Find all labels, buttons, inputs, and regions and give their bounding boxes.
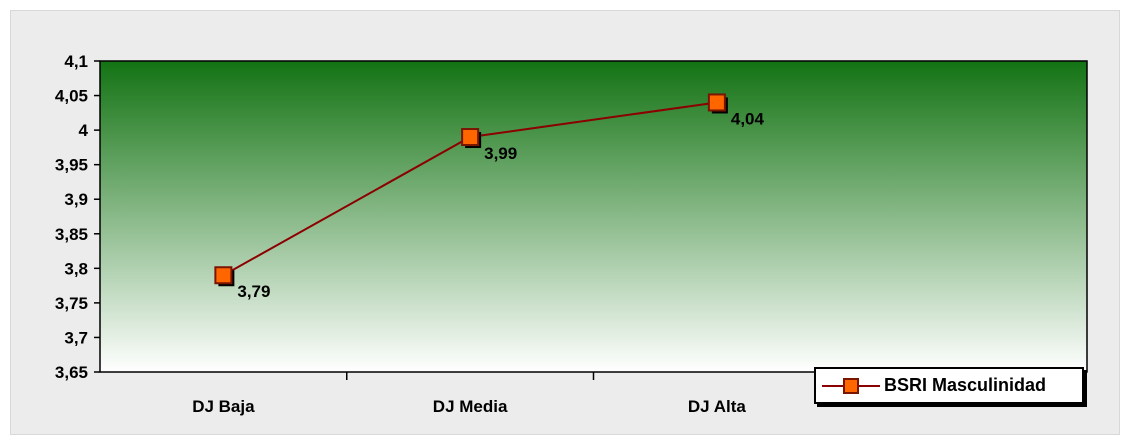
data-marker: [214, 266, 233, 285]
y-tick-label: 4,05: [55, 87, 88, 106]
data-marker: [707, 93, 726, 112]
legend-series-label: BSRI Masculinidad: [884, 375, 1047, 395]
y-axis: 3,65 3,7 3,75 3,8 3,85 3,9 3,95 4 4,05 4,1: [55, 52, 100, 382]
legend: BSRI Masculinidad: [814, 367, 1084, 404]
x-tick-label: DJ Media: [433, 397, 508, 416]
y-tick-label: 3,65: [55, 363, 88, 382]
x-tick-label: DJ Alta: [688, 397, 746, 416]
legend-series-swatch: [822, 377, 880, 394]
y-tick-label: 3,8: [64, 259, 88, 278]
data-label: 3,99: [484, 144, 517, 163]
data-label: 4,04: [731, 109, 765, 128]
y-tick-label: 3,95: [55, 156, 88, 175]
x-tick-label: DJ Baja: [192, 397, 255, 416]
y-tick-label: 3,85: [55, 225, 88, 244]
y-tick-label: 4: [79, 121, 89, 140]
data-marker: [461, 128, 480, 147]
x-axis: DJ Baja DJ Media DJ Alta: [192, 372, 841, 416]
plot-area: [99, 60, 1088, 373]
y-tick-label: 3,75: [55, 294, 88, 313]
series-layer: 3,79 3,99 4,04: [214, 93, 765, 301]
y-tick-label: 3,9: [64, 190, 88, 209]
y-tick-label: 3,7: [64, 328, 88, 347]
y-tick-label: 4,1: [64, 52, 88, 71]
data-label: 3,79: [237, 282, 270, 301]
